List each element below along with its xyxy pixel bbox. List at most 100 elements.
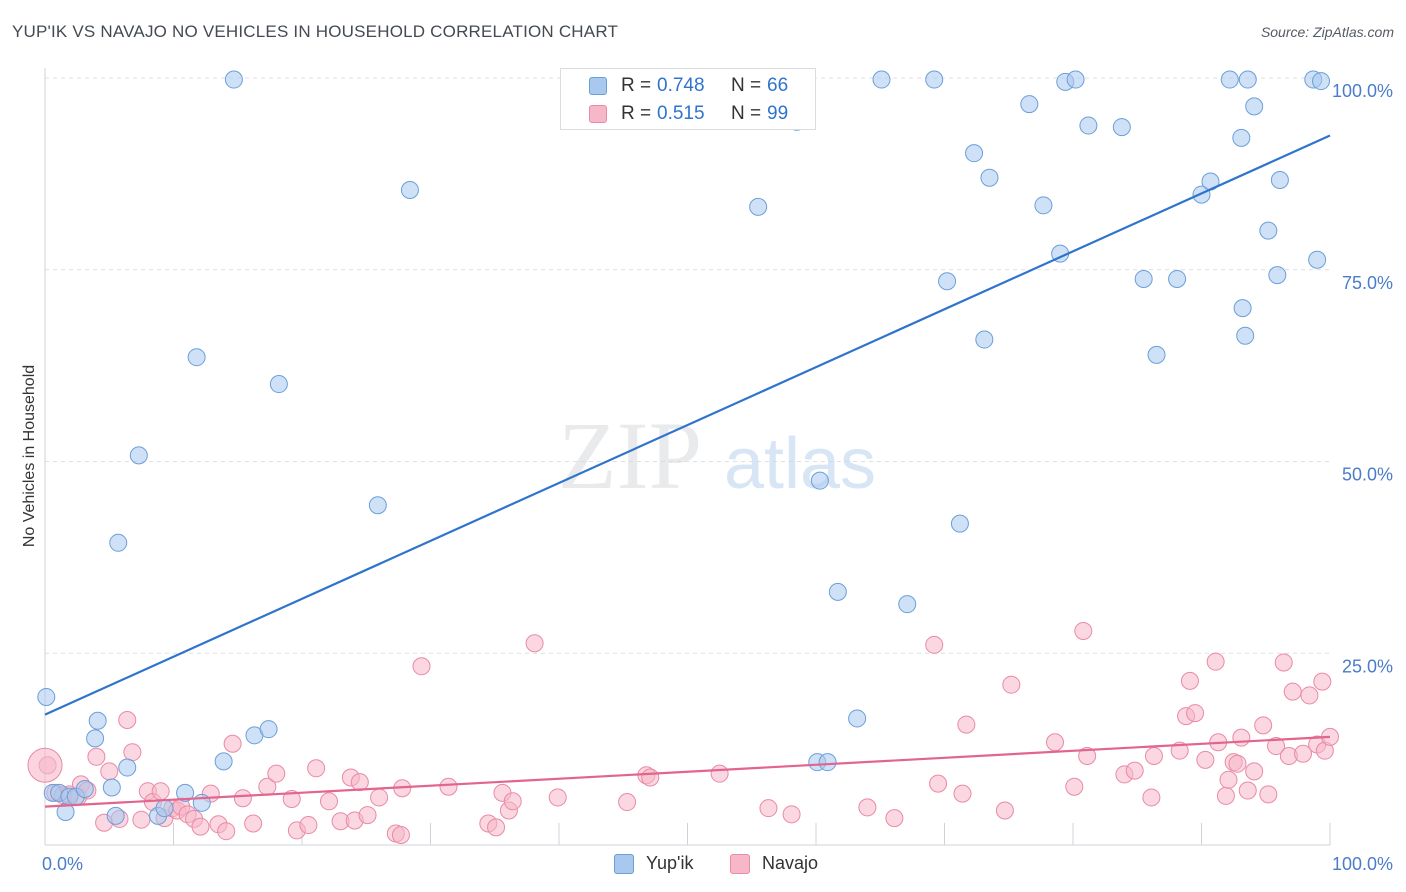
navajo-point [1170,741,1189,760]
navajo-point [1065,777,1084,796]
yupik-point [176,783,195,802]
y-axis-label: No Vehicles in Household [21,364,38,548]
yupik-point [1268,266,1287,285]
source-label: Source: ZipAtlas.com [1260,24,1394,40]
navajo-point [217,822,236,841]
navajo-point [87,747,106,766]
r-value: 0.515 [657,103,705,124]
yupik-point [749,197,768,216]
navajo-point [191,817,210,836]
yupik-point [1270,171,1289,190]
y-tick-label: 100.0% [1332,81,1393,101]
navajo-point [1196,750,1215,769]
navajo-point [1074,622,1093,641]
navajo-points [27,622,1339,845]
trend-lines [44,134,1331,808]
navajo-point [282,789,301,808]
navajo-point [391,826,410,845]
navajo-swatch [589,105,607,123]
navajo-point [1313,672,1332,691]
navajo-point [1216,786,1235,805]
tick-labels: 25.0% 50.0% 75.0% 100.0% 0.0% 100.0% [42,81,1393,874]
navajo-point [858,798,877,817]
navajo-point [319,792,338,811]
navajo-point [223,734,242,753]
legend-stats: R = 0.748 N = 66 R = 0.515 N = 99 [560,68,816,130]
yupik-point [938,272,957,291]
yupik-point [872,70,891,89]
yupik-point [37,687,56,706]
yupik-point [269,375,288,394]
navajo-point [267,764,286,783]
yupik-point [224,70,243,89]
navajo-point [1259,785,1278,804]
legend-row-navajo: R = 0.515 N = 99 [561,101,815,127]
navajo-point [1232,728,1251,747]
yupik-point [75,780,94,799]
navajo-point [244,814,263,833]
yupik-point [1232,128,1251,147]
yupik-point [106,806,125,825]
r-value: 0.748 [657,75,705,96]
legend-row-yupik: R = 0.748 N = 66 [561,73,815,99]
x-tick-label: 100.0% [1332,854,1393,874]
navajo-point [1180,671,1199,690]
navajo-point [1142,788,1161,807]
yupik-point [1112,118,1131,137]
y-tick-label: 25.0% [1342,656,1393,676]
yupik-point [1147,345,1166,364]
yupik-point [1079,116,1098,135]
yupik-point [400,180,419,199]
navajo-point [618,793,637,812]
yupik-point [259,720,278,739]
yupik-point [102,778,121,797]
navajo-point [548,788,567,807]
navajo-point [925,635,944,654]
yupik-point [109,533,128,552]
n-label: N = [731,75,762,96]
navajo-point [1219,770,1238,789]
legend-label-navajo: Navajo [762,853,819,873]
navajo-swatch [730,854,750,874]
watermark-atlas: atlas [724,424,876,504]
yupik-point [848,709,867,728]
yupik-point [925,70,944,89]
yupik-point [368,496,387,515]
yupik-point [1066,70,1085,89]
navajo-point [1002,675,1021,694]
yupik-point [1233,299,1252,318]
navajo-point [1125,761,1144,780]
yupik-point [810,471,829,490]
yupik-point [214,752,233,771]
navajo-point [412,657,431,676]
navajo-point [1144,747,1163,766]
navajo-point [132,810,151,829]
navajo-point [782,805,801,824]
navajo-point [358,806,377,825]
navajo-point [439,777,458,796]
navajo-point [953,784,972,803]
navajo-point [1294,744,1313,763]
yupik-point [187,348,206,367]
r-label: R = [621,103,652,124]
navajo-point [885,809,904,828]
navajo-point [350,773,369,792]
watermark: ZIP atlas [558,402,876,509]
navajo-point [487,818,506,837]
chart-title: YUP'IK VS NAVAJO NO VEHICLES IN HOUSEHOL… [12,22,619,41]
navajo-point-large [27,747,63,783]
navajo-trend-line [44,735,1331,808]
yupik-point [965,144,984,163]
navajo-point [151,782,170,801]
yupik-point [828,582,847,601]
yupik-point [980,168,999,187]
navajo-point [1283,682,1302,701]
yupik-point [155,799,174,818]
navajo-point [1078,747,1097,766]
navajo-point [525,634,544,653]
yupik-point [818,753,837,772]
yupik-point [1236,326,1255,345]
navajo-point [1300,686,1319,705]
yupik-point [129,446,148,465]
